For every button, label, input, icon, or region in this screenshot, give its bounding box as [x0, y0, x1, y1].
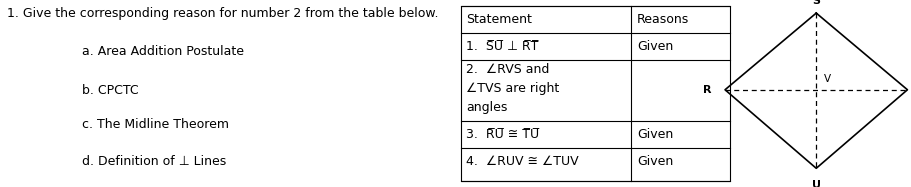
- Text: Reasons: Reasons: [636, 13, 689, 26]
- Text: U: U: [811, 180, 820, 187]
- Text: Given: Given: [636, 128, 672, 141]
- Text: 1.  S̅U̅ ⊥ R̅T̅: 1. S̅U̅ ⊥ R̅T̅: [466, 40, 537, 53]
- Text: d. Definition of ⊥ Lines: d. Definition of ⊥ Lines: [82, 155, 226, 168]
- Text: 1. Give the corresponding reason for number 2 from the table below.: 1. Give the corresponding reason for num…: [7, 7, 438, 21]
- Text: V: V: [823, 74, 830, 84]
- Text: 3.  R̅U̅ ≅ T̅U̅: 3. R̅U̅ ≅ T̅U̅: [466, 128, 538, 141]
- Text: c. The Midline Theorem: c. The Midline Theorem: [82, 118, 229, 131]
- Bar: [460, 6, 729, 181]
- Text: 4.  ∠RUV ≅ ∠TUV: 4. ∠RUV ≅ ∠TUV: [466, 155, 578, 168]
- Text: b. CPCTC: b. CPCTC: [82, 84, 138, 97]
- Text: Given: Given: [636, 40, 672, 53]
- Text: ∠TVS are right: ∠TVS are right: [466, 82, 558, 95]
- Text: Given: Given: [636, 155, 672, 168]
- Text: Statement: Statement: [466, 13, 531, 26]
- Text: R: R: [702, 85, 711, 95]
- Text: S: S: [812, 0, 819, 6]
- Text: angles: angles: [466, 101, 507, 114]
- Text: a. Area Addition Postulate: a. Area Addition Postulate: [82, 45, 244, 58]
- Text: 2.  ∠RVS and: 2. ∠RVS and: [466, 63, 548, 76]
